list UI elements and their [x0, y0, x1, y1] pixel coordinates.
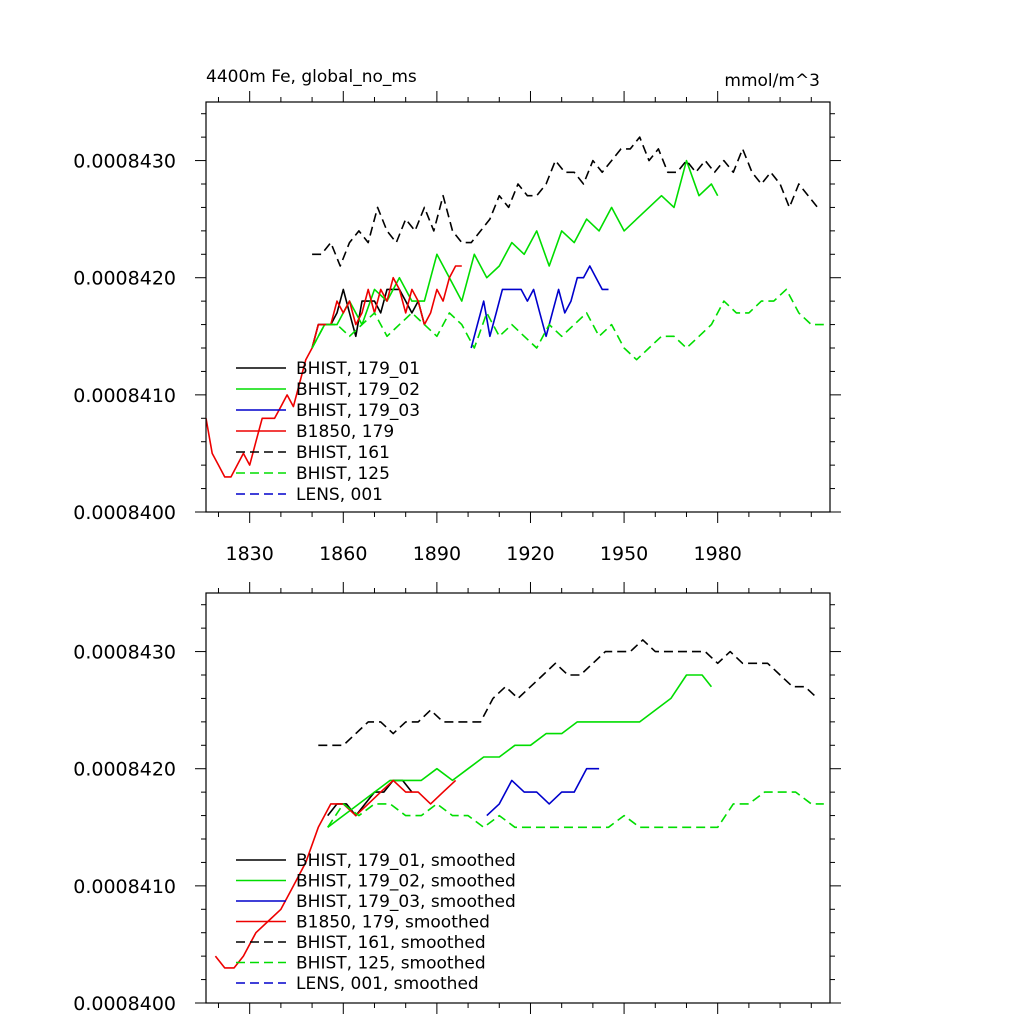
chart-title: 4400m Fe, global_no_ms [206, 67, 417, 87]
legend-label: BHIST, 179_02 [296, 380, 420, 400]
y-tick-label: 0.0008430 [73, 642, 176, 664]
series-line-1 [311, 288, 426, 349]
y-tick-label: 0.0008420 [73, 759, 176, 781]
y-tick-label: 0.0008410 [73, 385, 176, 407]
legend-label: BHIST, 179_01, smoothed [296, 851, 516, 871]
series-line-4 [206, 265, 462, 478]
plot-frame [205, 101, 831, 513]
series-line-2 [311, 159, 719, 349]
y-tick-label: 0.0008430 [73, 151, 176, 173]
legend-label: BHIST, 179_01 [296, 359, 420, 379]
series-line-5 [318, 639, 819, 747]
legend-label: BHIST, 179_03, smoothed [296, 892, 516, 912]
legend-label: BHIST, 179_03 [296, 401, 420, 421]
x-tick-label: 1830 [226, 543, 274, 565]
x-tick-label: 1980 [694, 543, 742, 565]
legend-label: BHIST, 161, smoothed [296, 933, 486, 953]
series-line-6 [327, 791, 824, 829]
y-tick-label: 0.0008400 [73, 502, 176, 524]
series-line-6 [311, 288, 824, 361]
legend-label: LENS, 001 [296, 485, 383, 505]
legend-label: BHIST, 179_02, smoothed [296, 872, 516, 892]
x-tick-label: 1860 [319, 543, 367, 565]
series-group [206, 136, 824, 478]
legend-label: BHIST, 161 [296, 443, 390, 463]
legend-label: BHIST, 125 [296, 464, 390, 484]
legend-label: BHIST, 125, smoothed [296, 954, 486, 974]
x-tick-label: 1950 [600, 543, 648, 565]
y-tick-label: 0.0008420 [73, 268, 176, 290]
legend-label: LENS, 001, smoothed [296, 974, 479, 994]
chart-panel-2: 0.0008400 0.0008410 0.0008420 0.0008430 BHIS… [73, 582, 841, 1015]
series-line-5 [312, 136, 819, 267]
series-group [214, 639, 824, 969]
x-tick-label: 1890 [413, 543, 461, 565]
legend-label: B1850, 179, smoothed [296, 913, 490, 933]
x-tick-label: 1920 [506, 543, 554, 565]
plot-frame [205, 592, 831, 1004]
chart-units-label: mmol/m^3 [724, 71, 820, 91]
legend-label: B1850, 179 [296, 422, 394, 442]
series-line-3 [486, 767, 600, 817]
series-line-4 [214, 779, 457, 969]
series-line-3 [470, 265, 609, 349]
y-tick-label: 0.0008410 [73, 876, 176, 898]
chart-panel-1: 4400m Fe, global_no_ms mmol/m^3 1830 1860 18… [73, 67, 841, 565]
y-tick-label: 0.0008400 [73, 993, 176, 1015]
